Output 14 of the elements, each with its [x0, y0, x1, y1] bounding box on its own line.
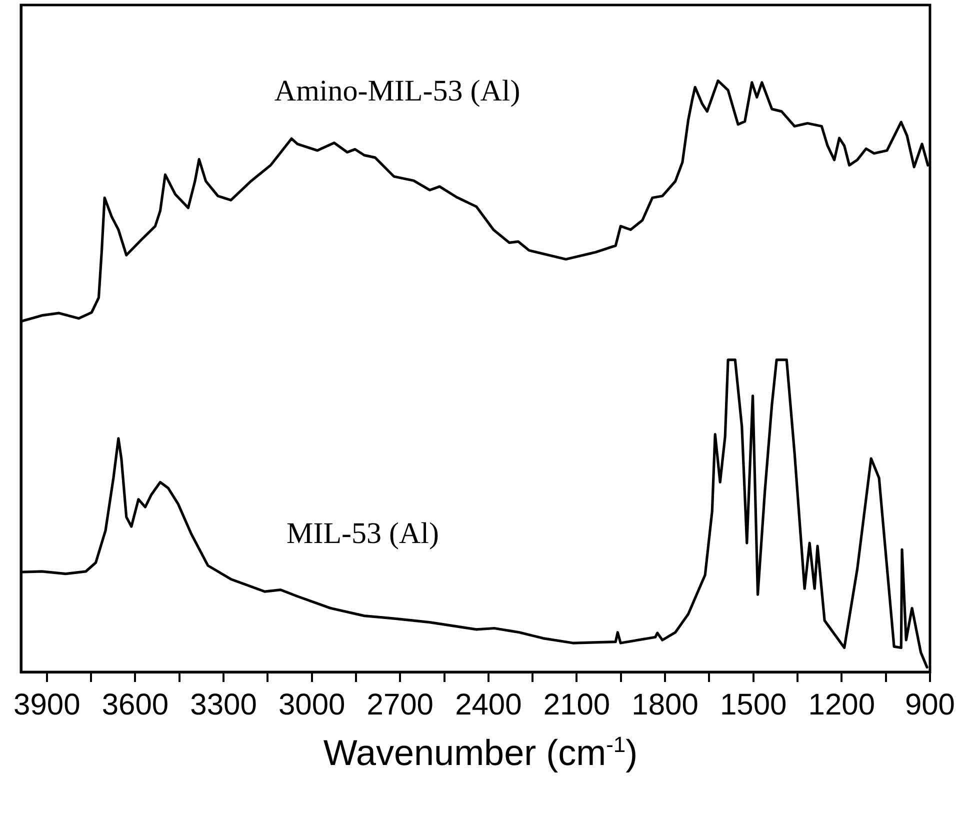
series-label: Amino-MIL-53 (Al) [274, 74, 520, 108]
series-label: MIL-53 (Al) [286, 517, 440, 550]
x-tick-label: 2100 [543, 688, 610, 722]
x-tick-label: 2400 [455, 688, 522, 722]
x-tick-label: 3900 [14, 688, 80, 722]
x-tick-label: 1800 [632, 688, 698, 722]
x-tick-label: 3300 [190, 688, 257, 722]
x-tick-label: 1200 [808, 688, 876, 722]
x-tick-label: 3000 [278, 688, 346, 722]
x-tick-label: 1500 [720, 688, 787, 722]
x-tick-label: 2700 [366, 688, 434, 722]
x-tick-label: 3600 [102, 688, 169, 722]
x-axis-title: Wavenumber (cm$^{-1}$) [322, 732, 639, 774]
x-tick-label: 900 [904, 688, 956, 722]
